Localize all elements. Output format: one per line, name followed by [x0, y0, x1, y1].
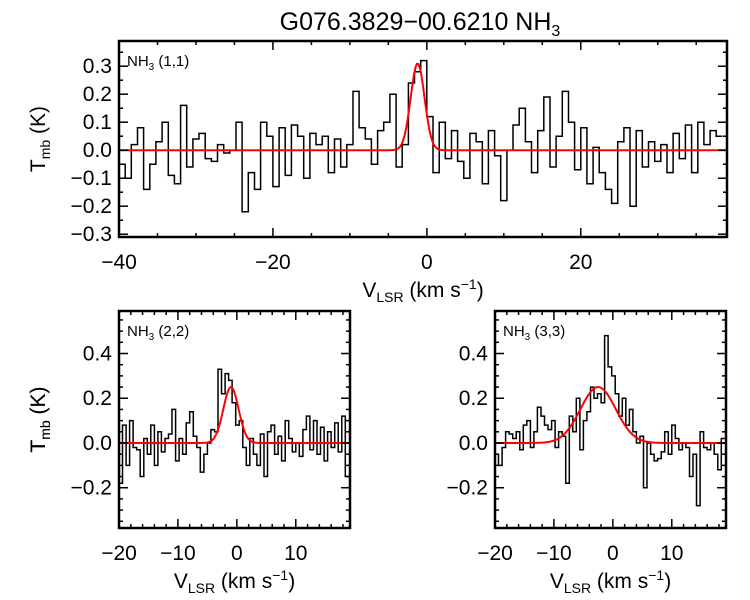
y-label-unit: (K) — [27, 386, 50, 420]
panel-label-transition: (1,1) — [154, 53, 189, 70]
panel-label: NH3 (1,1) — [127, 53, 189, 73]
x-tick-label: −20 — [255, 251, 291, 274]
x-label-sup: −1 — [461, 276, 477, 292]
y-tick-label: 0.2 — [459, 387, 488, 410]
panel-label-main: NH — [127, 323, 149, 340]
x-label-sub: LSR — [376, 289, 403, 305]
y-tick-label: 0.0 — [83, 432, 112, 455]
x-label-main: V — [174, 570, 188, 593]
y-tick-label: 0.4 — [83, 343, 113, 366]
x-label-main: V — [362, 279, 376, 302]
x-tick-label: 10 — [660, 542, 683, 565]
panel-1: −40 −20 0 20 −0.3 −0.2 −0.1 0.0 0.1 0.2 0.3 NH3 (1,… — [27, 39, 729, 305]
panel-label: NH3 (3,3) — [503, 323, 565, 343]
x-label-unit: (km s — [591, 570, 648, 593]
x-tick-label: 0 — [421, 251, 433, 274]
y-label-sub: mb — [37, 420, 53, 440]
x-tick-label: −10 — [160, 542, 196, 565]
x-label-unit: (km s — [404, 279, 461, 302]
y-tick-label: −0.3 — [71, 223, 112, 246]
y-tick-label: 0.1 — [83, 111, 112, 134]
y-tick-label: −0.1 — [71, 167, 112, 190]
x-label-unit: (km s — [215, 570, 272, 593]
y-label-unit: (K) — [27, 386, 50, 420]
x-label-main: V — [550, 570, 564, 593]
x-tick-label: −40 — [101, 251, 137, 274]
x-label-sup: −1 — [648, 567, 664, 583]
y-tick-label: 0.4 — [459, 343, 489, 366]
x-axis-label: VLSR (km s−1) — [362, 276, 483, 305]
x-tick-label: −10 — [536, 542, 572, 565]
x-label-close: ) — [477, 279, 484, 302]
x-label-close: ) — [664, 570, 671, 593]
plot-frame — [117, 309, 352, 530]
figure-title: G076.3829−00.6210 NH3 — [280, 8, 561, 40]
panel-2: −20 −10 0 10 −0.2 0.0 0.2 0.4 NH3 (2,2) VLSR (km … — [27, 309, 352, 596]
x-label-sub: LSR — [188, 580, 215, 596]
y-label-unit: (K) — [27, 106, 50, 140]
x-label-sub: LSR — [564, 580, 591, 596]
x-tick-label: −20 — [477, 542, 513, 565]
y-label-main: T — [27, 159, 50, 172]
x-label-close: ) — [288, 570, 295, 593]
panel-label-sub: 3 — [149, 332, 155, 343]
x-axis-label: VLSR (km s−1) — [174, 567, 295, 596]
x-tick-label: 10 — [284, 542, 307, 565]
x-tick-label: −20 — [101, 542, 137, 565]
y-tick-label: −0.2 — [71, 195, 112, 218]
panel-label-main: NH — [503, 323, 525, 340]
y-label-sub: mb — [37, 140, 53, 160]
panel-label-transition: (2,2) — [154, 323, 189, 340]
y-tick-label: 0.2 — [83, 387, 112, 410]
y-tick-label: 0.2 — [83, 83, 112, 106]
x-tick-label: 20 — [569, 251, 592, 274]
y-axis-label: Tmb (K) — [27, 386, 53, 452]
x-tick-label: 0 — [231, 542, 243, 565]
plot-frame — [493, 309, 728, 530]
y-axis-label: Tmb (K) — [27, 106, 53, 172]
y-label-sub: mb — [37, 420, 53, 440]
y-tick-label: 0.3 — [83, 55, 112, 78]
gaussian-fit-line — [119, 62, 727, 152]
panel-label-sub: 3 — [149, 62, 155, 73]
plot-frame — [117, 39, 729, 239]
x-axis-label: VLSR (km s−1) — [550, 567, 671, 596]
gaussian-fit-line — [495, 386, 726, 444]
spectrum-line — [119, 59, 723, 213]
x-tick-label: 0 — [607, 542, 619, 565]
x-label-sup: −1 — [272, 567, 288, 583]
panel-label-transition: (3,3) — [530, 323, 565, 340]
y-tick-label: 0.0 — [459, 432, 488, 455]
panel-label: NH3 (2,2) — [127, 323, 189, 343]
panel-label-sub: 3 — [525, 332, 531, 343]
spectrum-line — [119, 368, 349, 485]
panel-label-main: NH — [127, 53, 149, 70]
y-tick-label: −0.2 — [71, 477, 112, 500]
y-axis-label: Tmb (K) — [27, 386, 53, 452]
gaussian-fit-line — [119, 386, 350, 444]
y-tick-label: −0.2 — [447, 477, 488, 500]
spectrum-line — [495, 334, 725, 507]
y-label-main: T — [27, 440, 50, 453]
y-label-main: T — [27, 440, 50, 453]
y-tick-label: 0.0 — [83, 139, 112, 162]
